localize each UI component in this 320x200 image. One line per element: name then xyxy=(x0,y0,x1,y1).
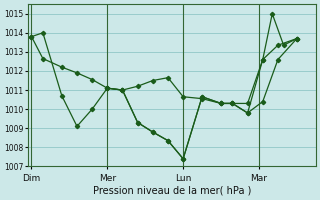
X-axis label: Pression niveau de la mer( hPa ): Pression niveau de la mer( hPa ) xyxy=(92,186,251,196)
